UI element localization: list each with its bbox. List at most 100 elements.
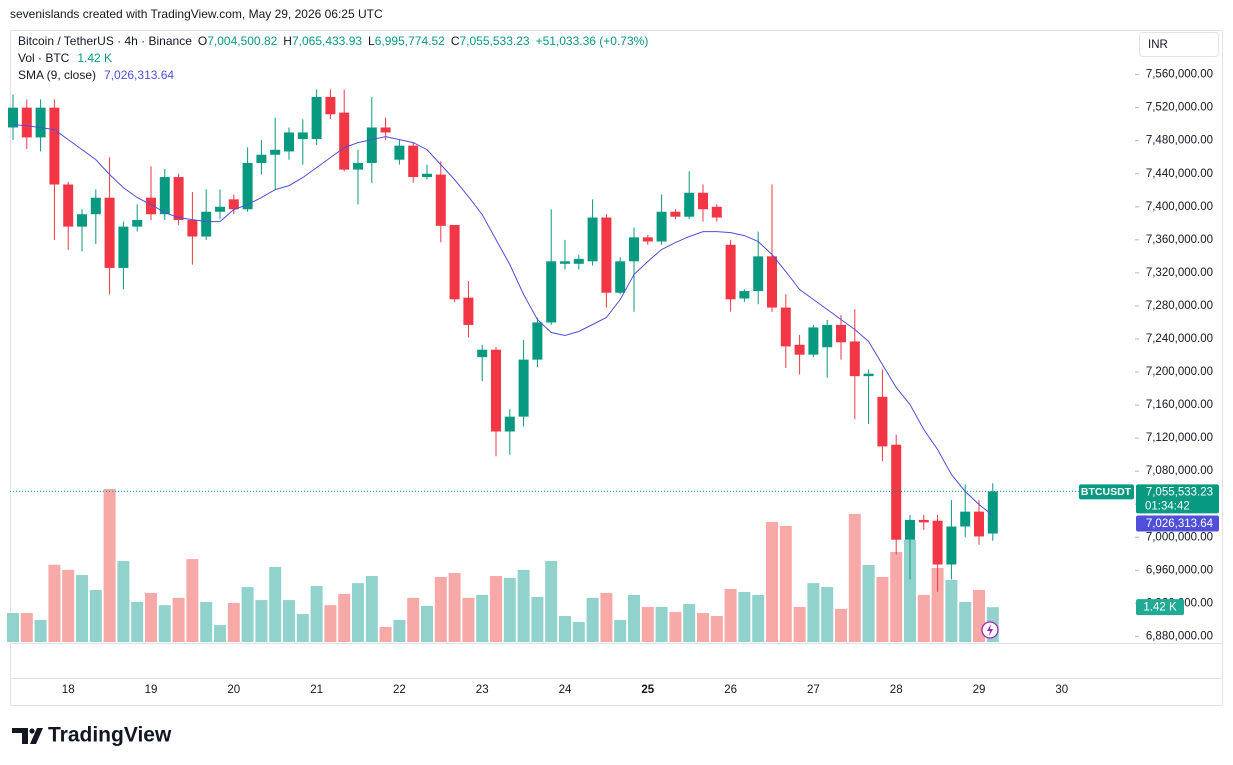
volume-bar	[34, 619, 47, 642]
candle-body	[836, 324, 846, 343]
candle-body	[601, 217, 612, 293]
volume-bar	[393, 619, 406, 642]
volume-bar	[600, 592, 613, 642]
y-tick-label: 7,360,000.00	[1146, 234, 1213, 246]
candle-body	[905, 519, 915, 540]
candle-body	[960, 511, 971, 527]
candle-body	[63, 184, 74, 227]
volume-bar	[752, 594, 765, 642]
candle-body	[725, 244, 736, 300]
volume-bar	[738, 591, 751, 642]
candle-body	[297, 132, 308, 140]
candle-body	[104, 197, 115, 268]
candle-body	[21, 107, 32, 138]
logo-t	[12, 728, 28, 744]
candle-body	[339, 112, 350, 170]
ohlc-value: 7,055,533.23	[459, 34, 529, 48]
x-tick-label: 18	[62, 684, 75, 696]
volume-bar	[490, 576, 502, 642]
volume-bar	[559, 615, 571, 642]
x-tick-label: 30	[1055, 684, 1068, 696]
volume-bar	[476, 594, 489, 642]
volume-bar	[931, 567, 944, 642]
x-tick-label: 23	[476, 684, 489, 696]
candle-body	[656, 211, 667, 242]
x-tick-label: 29	[973, 684, 986, 696]
x-tick-label: 24	[559, 684, 572, 696]
volume-tag	[1136, 599, 1184, 616]
sma-line	[12, 124, 994, 516]
candle-body	[767, 256, 777, 308]
candle-body	[49, 107, 60, 185]
candle-body	[863, 373, 874, 377]
candle-body	[808, 327, 819, 355]
candle-body	[546, 261, 557, 323]
volume-bar	[586, 597, 599, 642]
candle-body	[753, 256, 764, 292]
volume-bar	[724, 589, 737, 642]
volume-bar	[310, 586, 323, 642]
volume-bar	[531, 596, 544, 642]
x-tick-label: 21	[310, 684, 323, 696]
volume-bar	[959, 602, 972, 642]
candle-body	[794, 344, 805, 355]
candle-body	[974, 511, 984, 537]
y-tick-label: 7,160,000.00	[1146, 399, 1213, 411]
volume-bar	[835, 608, 847, 642]
candle-body	[435, 174, 446, 226]
y-tick-label: 7,400,000.00	[1146, 201, 1213, 213]
candle-body	[918, 519, 929, 523]
candle-body	[946, 526, 957, 565]
volume-bar	[200, 602, 213, 642]
volume-bar	[545, 561, 558, 642]
volume-bar	[214, 625, 226, 642]
volume-bar	[89, 589, 102, 642]
volume-bar	[421, 605, 433, 642]
volume-bar	[628, 594, 640, 642]
volume-bar	[283, 600, 295, 642]
logo-dot	[29, 728, 35, 734]
volume-bar	[517, 569, 530, 642]
volume-bar	[697, 613, 709, 642]
volume-bar	[614, 619, 627, 642]
candle-body	[242, 163, 253, 210]
candle-body	[587, 217, 598, 262]
candle-body	[573, 258, 584, 264]
candle-body	[932, 520, 943, 565]
event-bolt	[987, 624, 993, 636]
candle-body	[739, 291, 750, 299]
candle-body	[518, 359, 529, 417]
symbol-name: Bitcoin / TetherUS · 4h · Binance	[18, 34, 192, 48]
volume-bar	[904, 539, 916, 642]
volume-bar	[655, 606, 668, 642]
volume-bar	[241, 587, 254, 642]
x-tick-label: 27	[807, 684, 820, 696]
y-tick-label: 7,080,000.00	[1146, 465, 1213, 477]
candle-body	[228, 199, 239, 210]
volume-bar	[572, 621, 585, 642]
volume-bar	[158, 605, 171, 642]
candle-body	[987, 491, 998, 534]
currency-box[interactable]	[1139, 32, 1219, 57]
symbol-tag-label: BTCUSDT	[1081, 486, 1132, 498]
x-tick-label: 26	[724, 684, 737, 696]
candle-body	[422, 173, 432, 178]
y-tick-label: 7,440,000.00	[1146, 168, 1213, 180]
volume-bar	[365, 576, 378, 642]
sma-tag-label: 7,026,313.64	[1146, 518, 1214, 530]
volume-bar	[448, 573, 461, 642]
brand-logo	[12, 728, 43, 744]
frame	[10, 30, 1223, 706]
x-tick-label: 20	[227, 684, 240, 696]
volume-bar	[821, 587, 834, 642]
volume-bar	[710, 615, 723, 642]
volume-bar	[945, 579, 958, 642]
volume-bar	[296, 614, 309, 642]
y-tick-label: 7,320,000.00	[1146, 267, 1213, 279]
y-tick-label: 7,240,000.00	[1146, 333, 1213, 345]
volume-bar	[324, 605, 337, 642]
volume-bar	[793, 606, 806, 642]
candle-body	[491, 349, 501, 432]
